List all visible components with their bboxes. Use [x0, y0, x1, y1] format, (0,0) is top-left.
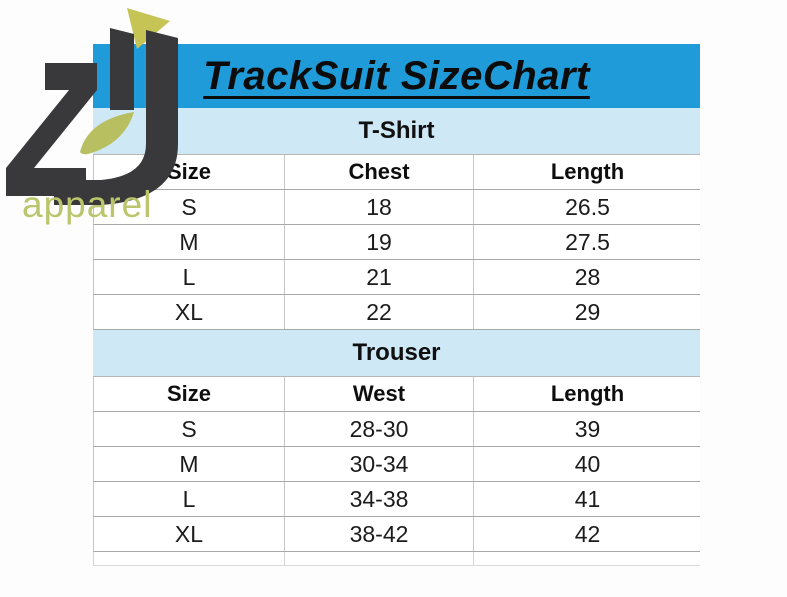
table-row: M 19 27.5	[93, 225, 700, 260]
table-row: S 28-30 39	[93, 412, 700, 447]
cell-chest: 22	[284, 295, 473, 329]
empty-cell	[473, 552, 701, 565]
cell-length: 42	[473, 517, 701, 551]
cell-length: 39	[473, 412, 701, 446]
column-header-length: Length	[473, 377, 701, 411]
cell-west: 34-38	[284, 482, 473, 516]
cell-size: S	[181, 193, 197, 220]
section-band-trouser: Trouser	[93, 330, 700, 377]
table-row: M 30-34 40	[93, 447, 700, 482]
cell-size: L	[182, 263, 196, 290]
section-title-trouser: Trouser	[352, 339, 441, 366]
column-header-length: Length	[473, 155, 701, 189]
cell-length: 26.5	[473, 190, 701, 224]
cell-west: 28-30	[284, 412, 473, 446]
cell-length: 28	[473, 260, 701, 294]
table-row: L 34-38 41	[93, 482, 700, 517]
trouser-header-row: Size West Length	[93, 377, 700, 412]
column-header-size: Size	[166, 159, 212, 184]
table-row: S 18 26.5	[93, 190, 700, 225]
cell-length: 27.5	[473, 225, 701, 259]
cell-length: 29	[473, 295, 701, 329]
cell-chest: 18	[284, 190, 473, 224]
column-header-size: Size	[166, 381, 212, 406]
logo-triangle-icon	[127, 8, 170, 49]
cell-length: 41	[473, 482, 701, 516]
cell-size: L	[182, 485, 196, 512]
empty-cell	[284, 552, 473, 565]
section-title-tshirt: T-Shirt	[358, 117, 435, 144]
table-row: L 21 28	[93, 260, 700, 295]
cell-size: M	[179, 450, 199, 477]
title-band: TrackSuit SizeChart	[93, 44, 700, 108]
cell-chest: 21	[284, 260, 473, 294]
cell-size: S	[181, 415, 197, 442]
cell-chest: 19	[284, 225, 473, 259]
cell-west: 38-42	[284, 517, 473, 551]
cell-west: 30-34	[284, 447, 473, 481]
cell-size: M	[179, 228, 199, 255]
empty-cell	[94, 552, 284, 565]
section-band-tshirt: T-Shirt	[93, 108, 700, 155]
column-header-chest: Chest	[284, 155, 473, 189]
cell-size: XL	[174, 298, 204, 325]
page-title: TrackSuit SizeChart	[203, 53, 590, 98]
cell-length: 40	[473, 447, 701, 481]
table-row: XL 38-42 42	[93, 517, 700, 552]
cell-size: XL	[174, 520, 204, 547]
tshirt-header-row: Size Chest Length	[93, 155, 700, 190]
empty-partial-row	[93, 552, 700, 566]
size-chart-table: TrackSuit SizeChart T-Shirt Size Chest L…	[93, 44, 700, 566]
column-header-west: West	[284, 377, 473, 411]
logo-letter-z	[6, 63, 97, 196]
table-row: XL 22 29	[93, 295, 700, 330]
